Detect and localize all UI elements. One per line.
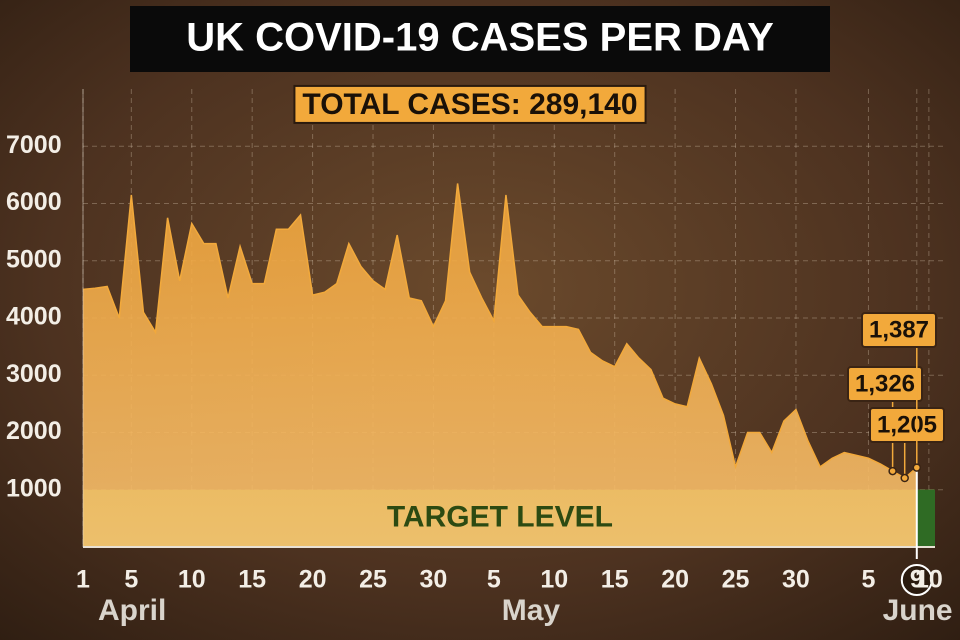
annotation-dot bbox=[912, 463, 922, 472]
chart-title: UK COVID-19 CASES PER DAY bbox=[186, 16, 774, 60]
y-tick-label: 7000 bbox=[6, 131, 62, 159]
target-band-future bbox=[916, 489, 935, 547]
month-label: June bbox=[883, 594, 953, 627]
annotation-label: 1,387 bbox=[869, 316, 929, 343]
x-tick-label: 5 bbox=[862, 566, 876, 594]
x-tick-label: 10 bbox=[915, 566, 943, 594]
annotation-label: 1,205 bbox=[877, 411, 937, 438]
month-label: May bbox=[502, 594, 561, 627]
x-tick-label: 30 bbox=[782, 566, 810, 594]
annotation-box bbox=[861, 312, 937, 348]
title-bar bbox=[130, 6, 830, 72]
x-tick-label: 15 bbox=[601, 566, 629, 594]
y-tick-label: 3000 bbox=[6, 360, 62, 388]
x-tick-label: 5 bbox=[124, 566, 138, 594]
y-tick-label: 2000 bbox=[6, 417, 62, 445]
total-label: TOTAL CASES: 289,140 bbox=[302, 88, 637, 121]
line bbox=[82, 183, 918, 479]
x-tick-label: 30 bbox=[420, 566, 448, 594]
y-tick-label: 6000 bbox=[6, 188, 62, 216]
marker-circle bbox=[900, 564, 933, 596]
annotation-dot bbox=[900, 473, 909, 483]
total-box bbox=[293, 84, 647, 124]
annotation-box bbox=[869, 407, 945, 443]
x-tick-label: 15 bbox=[238, 566, 266, 594]
x-tick-label: 1 bbox=[76, 566, 90, 594]
x-tick-label: 5 bbox=[487, 566, 501, 594]
x-tick-label: 20 bbox=[299, 566, 327, 594]
x-tick-label: 20 bbox=[661, 566, 689, 594]
y-tick-label: 1000 bbox=[6, 474, 62, 502]
x-tick-label: 25 bbox=[722, 566, 750, 594]
target-label: TARGET LEVEL bbox=[387, 500, 613, 533]
area bbox=[83, 183, 917, 547]
x-tick-label: 10 bbox=[178, 566, 206, 594]
x-tick-label: 10 bbox=[540, 566, 568, 594]
annotation-box bbox=[847, 366, 923, 402]
y-tick-label: 5000 bbox=[6, 245, 62, 273]
y-tick-label: 4000 bbox=[6, 303, 62, 331]
annotation-label: 1,326 bbox=[855, 370, 915, 397]
x-tick-label: 9 bbox=[910, 566, 924, 594]
x-tick-label: 25 bbox=[359, 566, 387, 594]
annotation-dot bbox=[888, 466, 897, 476]
month-label: April bbox=[98, 594, 166, 627]
